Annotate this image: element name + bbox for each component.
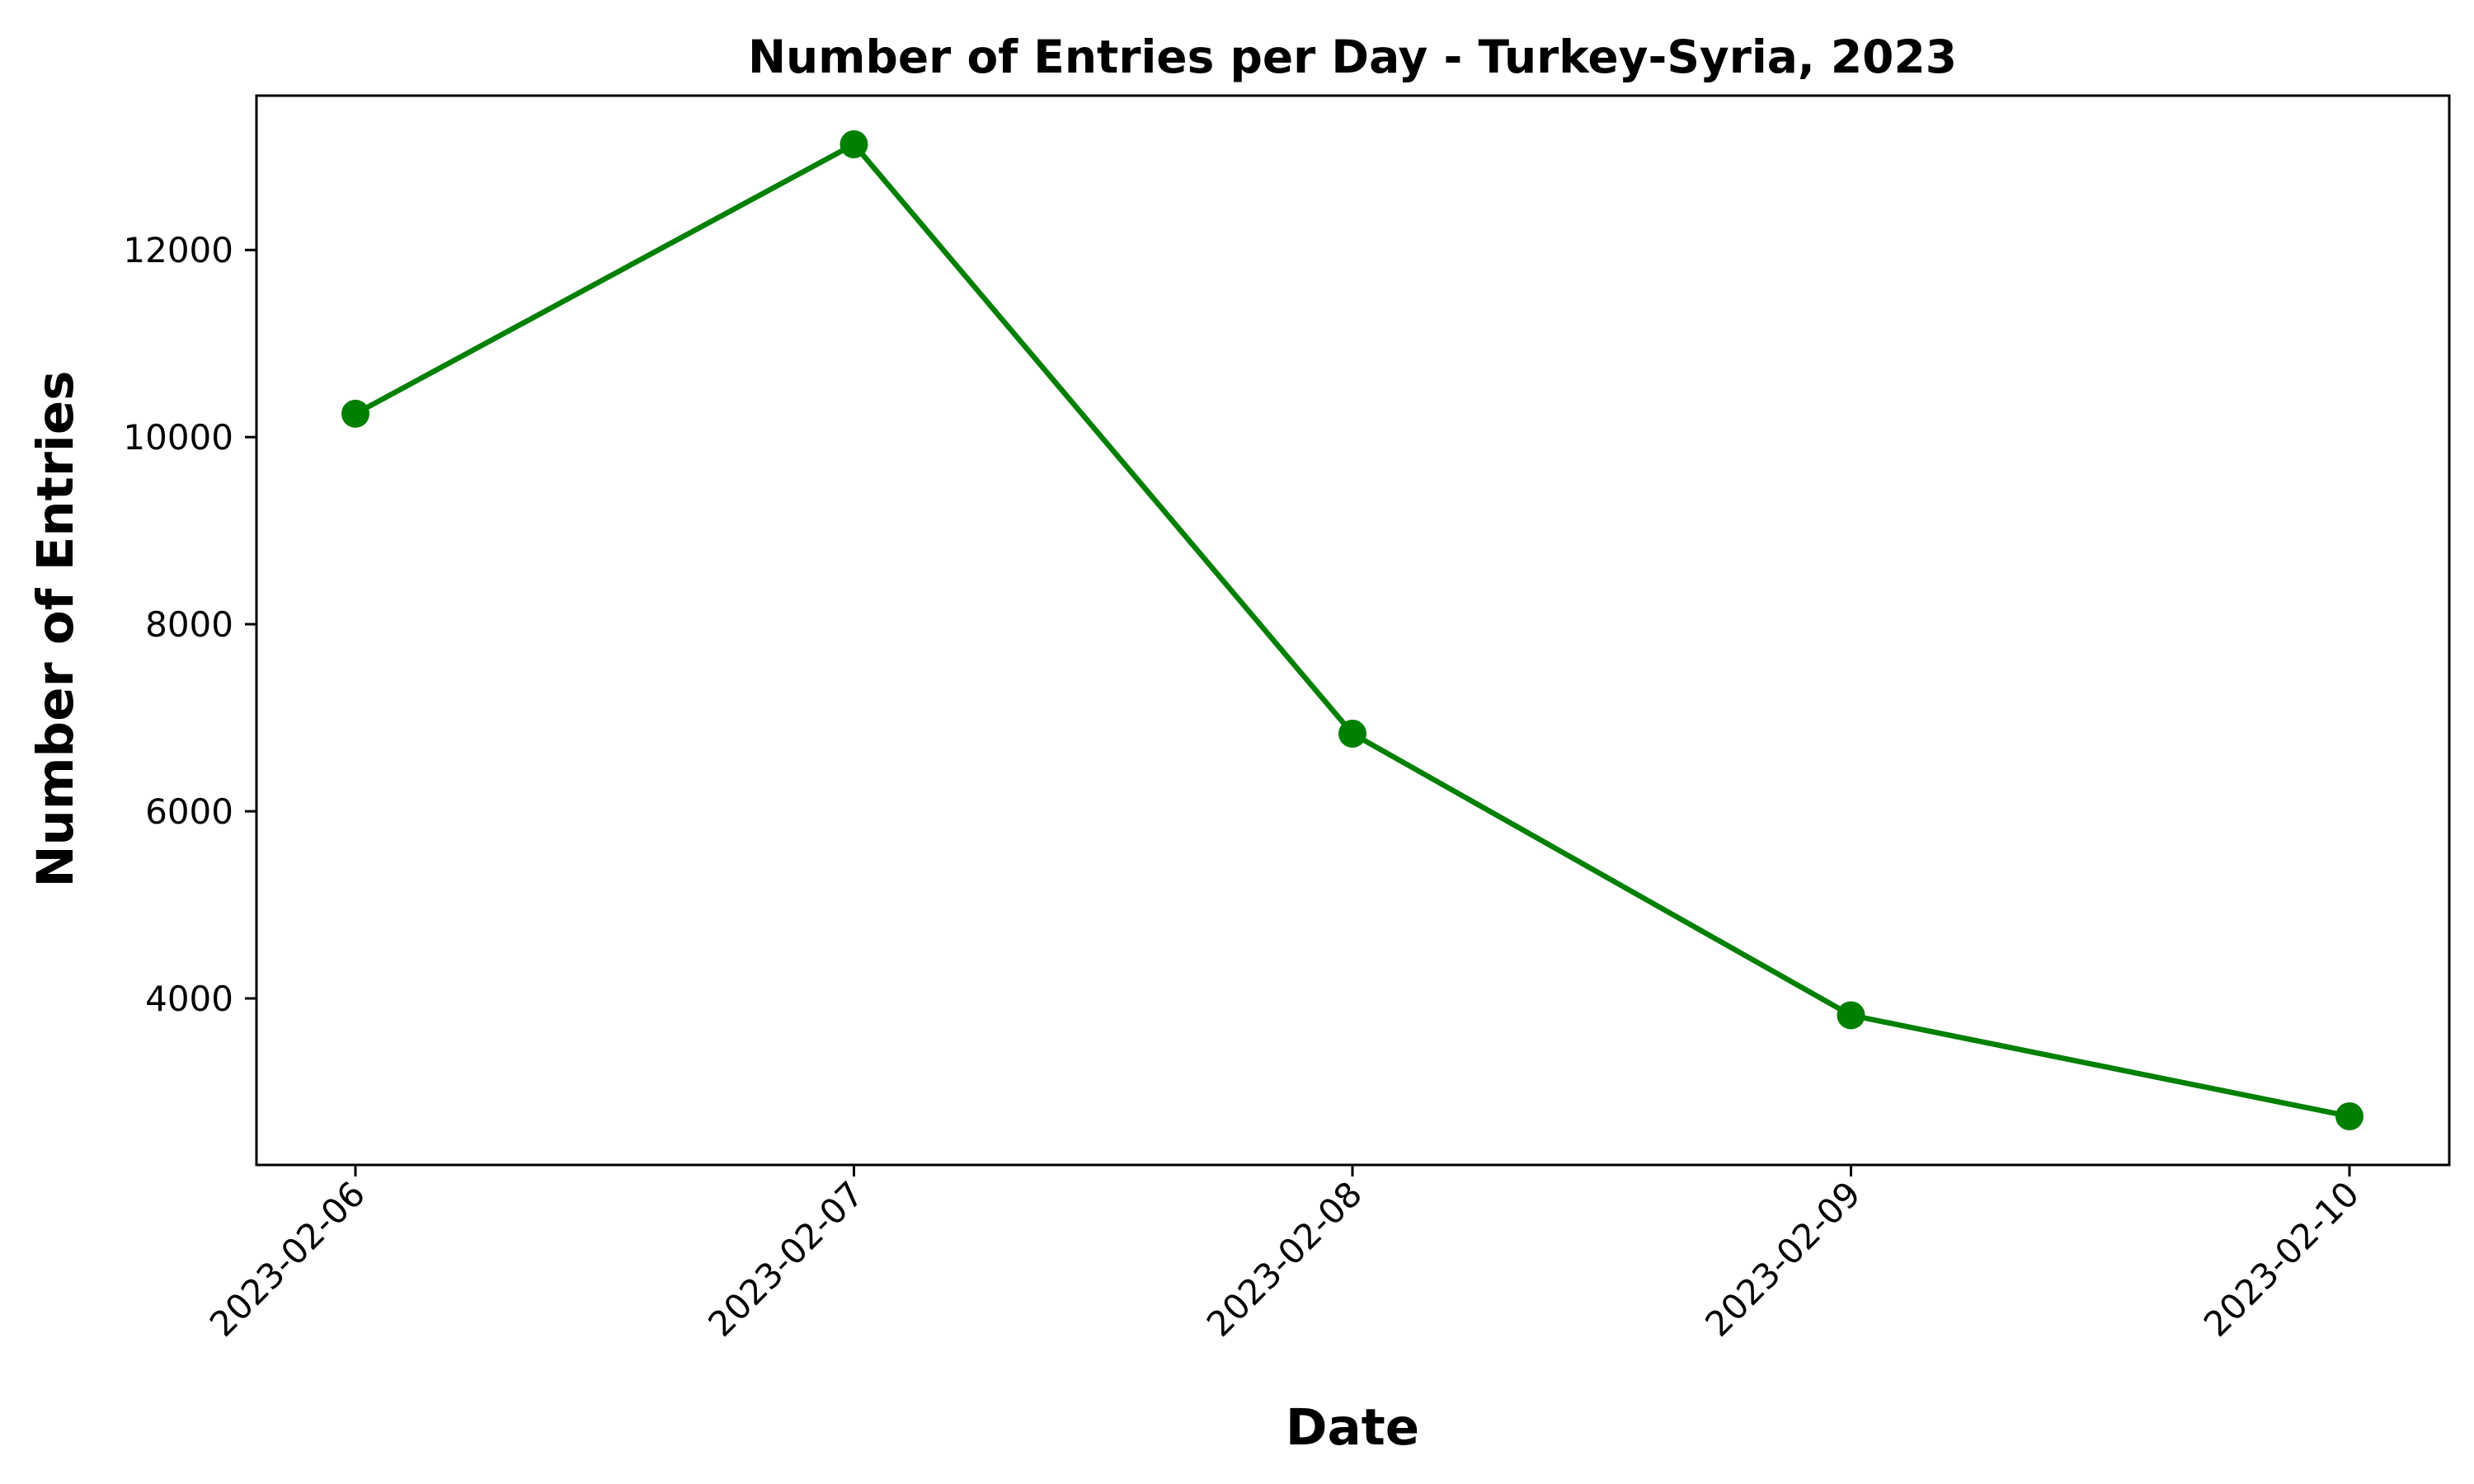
x-axis-label: Date: [1286, 1398, 1419, 1457]
x-tick-label: 2023-02-09: [1697, 1173, 1868, 1344]
x-tick-label: 2023-02-10: [2196, 1173, 2367, 1344]
plot-area: 4000 6000 8000 10000 12000 2023-02-06 2023-02-…: [123, 94, 2451, 1345]
plot-frame: [255, 94, 2451, 1167]
y-axis-label: Number of Entries: [26, 370, 85, 887]
x-tick-label: 2023-02-06: [202, 1173, 373, 1344]
x-tick-label: 2023-02-08: [1199, 1173, 1370, 1344]
y-tick-label: 10000: [123, 417, 233, 458]
y-tick-label: 4000: [145, 979, 233, 1019]
data-point: [341, 399, 369, 428]
chart-title: Number of Entries per Day - Turkey-Syria…: [748, 31, 1957, 83]
data-point: [1338, 719, 1366, 748]
data-point: [840, 130, 868, 159]
y-tick-label: 8000: [145, 604, 233, 645]
data-point: [2335, 1101, 2363, 1130]
y-tick-label: 6000: [145, 791, 233, 832]
data-point: [1837, 1001, 1865, 1030]
series-line: [354, 141, 2350, 1120]
x-tick-label: 2023-02-07: [700, 1173, 871, 1344]
y-tick-label: 12000: [123, 230, 233, 270]
